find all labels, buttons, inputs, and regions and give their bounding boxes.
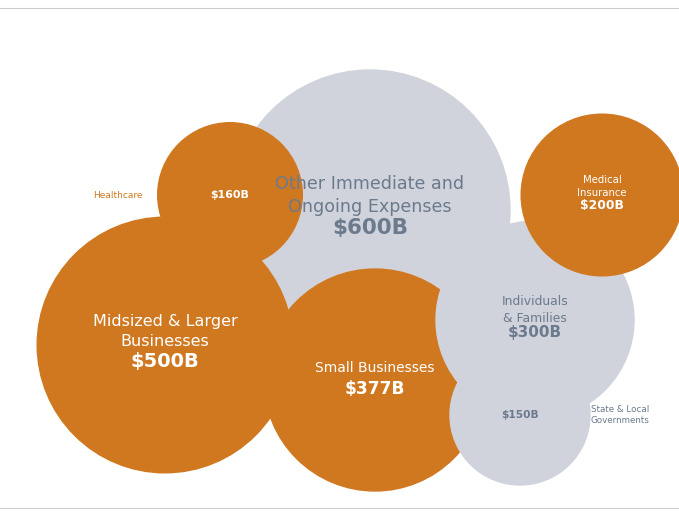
Text: $150B: $150B: [501, 410, 539, 420]
Text: Healthcare: Healthcare: [93, 190, 143, 200]
Text: Midsized & Larger
Businesses: Midsized & Larger Businesses: [92, 314, 238, 349]
Text: $200B: $200B: [580, 199, 624, 212]
Text: Small Businesses: Small Businesses: [315, 362, 435, 376]
Text: $377B: $377B: [345, 380, 405, 398]
Ellipse shape: [37, 217, 293, 473]
Ellipse shape: [450, 345, 590, 485]
Text: Individuals
& Families: Individuals & Families: [502, 295, 568, 325]
Ellipse shape: [521, 114, 679, 276]
Text: $300B: $300B: [508, 326, 562, 341]
Text: $160B: $160B: [210, 190, 249, 200]
Ellipse shape: [264, 269, 486, 491]
Text: Other Immediate and
Ongoing Expenses: Other Immediate and Ongoing Expenses: [276, 174, 464, 216]
Text: State & Local
Governments: State & Local Governments: [591, 405, 649, 425]
Text: $500B: $500B: [130, 352, 200, 371]
Ellipse shape: [230, 70, 510, 350]
Text: Medical
Insurance: Medical Insurance: [577, 175, 627, 198]
Ellipse shape: [436, 221, 634, 419]
Text: $600B: $600B: [332, 218, 408, 238]
Ellipse shape: [158, 123, 302, 267]
